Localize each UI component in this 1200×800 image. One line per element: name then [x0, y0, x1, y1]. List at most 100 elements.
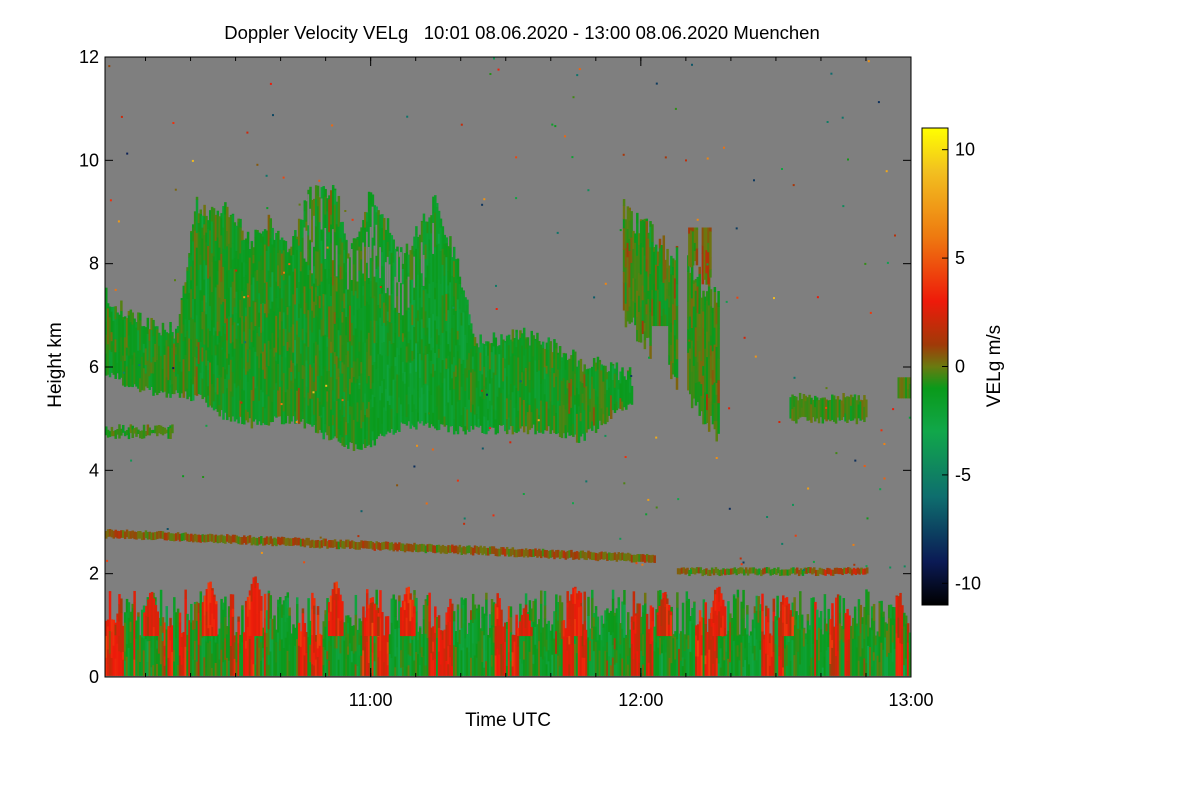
cloud-cell — [742, 607, 745, 619]
cloud-cell — [466, 377, 469, 410]
cloud-cell — [724, 569, 727, 576]
cloud-cell — [237, 360, 240, 386]
cloud-cell — [536, 347, 539, 372]
cloud-cell — [622, 227, 626, 250]
cloud-cell — [159, 625, 163, 665]
cloud-cell — [432, 376, 435, 413]
cloud-cell — [286, 389, 290, 400]
cloud-cell — [441, 639, 445, 676]
cloud-cell — [261, 538, 265, 546]
cloud-cell — [403, 371, 407, 384]
cloud-cell — [174, 637, 178, 676]
cloud-cell — [719, 632, 723, 649]
cloud-cell — [398, 354, 401, 376]
noise-pixel — [244, 341, 247, 344]
cloud-cell — [741, 567, 744, 574]
cloud-cell — [630, 211, 633, 220]
cloud-cell — [131, 312, 134, 325]
cloud-cell — [165, 339, 169, 378]
cloud-cell — [386, 311, 390, 321]
cloud-cell — [591, 384, 594, 422]
noise-pixel — [235, 269, 238, 272]
cloud-cell — [169, 379, 172, 398]
cloud-cell — [318, 197, 322, 223]
cloud-cell — [350, 650, 354, 663]
cloud-cell — [127, 602, 131, 618]
cloud-cell — [252, 247, 255, 255]
cloud-cell — [522, 399, 526, 433]
cloud-cell — [538, 370, 541, 380]
cloud-cell — [613, 403, 617, 413]
cloud-cell — [564, 648, 568, 676]
cloud-cell — [273, 347, 276, 357]
cloud-cell — [579, 606, 583, 637]
cloud-cell — [218, 659, 221, 676]
cloud-cell — [611, 657, 615, 676]
cloud-cell — [358, 632, 361, 645]
cloud-cell — [471, 404, 475, 430]
cloud-cell — [555, 412, 558, 435]
cloud-cell — [462, 623, 465, 648]
cloud-cell — [799, 629, 802, 665]
cloud-cell — [670, 331, 673, 345]
cloud-cell — [681, 602, 685, 629]
cloud-cell — [443, 275, 447, 314]
cloud-cell — [381, 640, 384, 676]
cloud-cell — [613, 368, 617, 374]
cloud-cell — [859, 399, 862, 402]
cloud-cell — [405, 416, 409, 426]
cloud-cell — [670, 662, 673, 676]
cloud-cell — [858, 568, 861, 575]
cloud-cell — [381, 423, 384, 436]
cloud-cell — [853, 606, 857, 610]
cloud-cell — [634, 233, 637, 243]
cloud-cell — [207, 347, 210, 361]
cloud-cell — [654, 290, 658, 327]
cloud-cell — [895, 596, 898, 634]
cloud-cell — [823, 397, 826, 420]
cloud-cell — [199, 592, 203, 621]
cloud-cell — [753, 659, 757, 676]
clear-gap — [394, 276, 397, 308]
cloud-cell — [839, 568, 842, 575]
cloud-cell — [753, 612, 757, 629]
cloud-cell — [507, 334, 511, 336]
cloud-cell — [191, 318, 195, 358]
cloud-cell — [369, 355, 373, 389]
cloud-cell — [823, 594, 827, 619]
cloud-cell — [460, 325, 464, 364]
cloud-cell — [195, 534, 199, 543]
cloud-cell — [224, 202, 227, 215]
cloud-cell — [316, 539, 320, 548]
cloud-cell — [350, 367, 354, 383]
cloud-cell — [734, 598, 738, 618]
cloud-cell — [426, 293, 429, 328]
cloud-cell — [296, 320, 299, 335]
cloud-cell — [755, 597, 759, 611]
cloud-cell — [615, 401, 619, 411]
cloud-cell — [709, 377, 713, 402]
cloud-cell — [713, 344, 717, 383]
cloud-cell — [613, 552, 617, 561]
cloud-cell — [908, 377, 911, 384]
cloud-cell — [424, 354, 428, 384]
cloud-cell — [267, 395, 271, 426]
cloud-cell — [122, 659, 125, 676]
cloud-cell — [383, 322, 386, 342]
cloud-cell — [596, 396, 600, 430]
cloud-cell — [331, 352, 335, 391]
cloud-cell — [452, 644, 456, 676]
cloud-cell — [365, 301, 369, 339]
cloud-cell — [142, 326, 146, 344]
cloud-cell — [617, 389, 620, 409]
cloud-cell — [903, 664, 906, 676]
cloud-cell — [133, 659, 136, 676]
cloud-cell — [897, 596, 900, 618]
cloud-cell — [337, 398, 341, 429]
cloud-cell — [694, 327, 698, 357]
cloud-cell — [339, 266, 342, 280]
cloud-cell — [214, 662, 218, 676]
cloud-cell — [139, 319, 142, 351]
cloud-cell — [388, 250, 392, 271]
cloud-cell — [390, 303, 394, 324]
